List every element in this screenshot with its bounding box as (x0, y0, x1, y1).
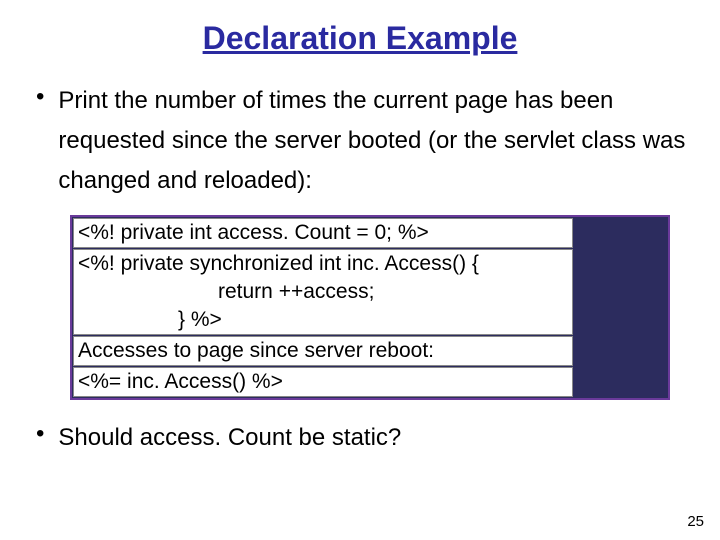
code-text: <%! private synchronized int inc. Access… (78, 252, 479, 275)
bullet-text-1: Print the number of times the current pa… (58, 81, 690, 201)
slide-title: Declaration Example (30, 20, 690, 57)
bullet-text-2: Should access. Count be static? (58, 418, 401, 458)
bullet-item-2: • Should access. Count be static? (30, 418, 690, 458)
code-block: <%! private int access. Count = 0; %> <%… (70, 215, 670, 400)
code-line: <%= inc. Access() %> (73, 367, 573, 397)
bullet-dot-icon: • (36, 81, 44, 113)
code-text: } %> (78, 306, 568, 334)
slide-container: Declaration Example • Print the number o… (0, 0, 720, 540)
code-line: <%! private synchronized int inc. Access… (73, 249, 573, 335)
bullet-item-1: • Print the number of times the current … (30, 81, 690, 201)
page-number: 25 (687, 513, 704, 530)
code-text: return ++access; (78, 278, 568, 306)
bullet-dot-icon: • (36, 418, 44, 450)
code-line: Accesses to page since server reboot: (73, 336, 573, 366)
code-line: <%! private int access. Count = 0; %> (73, 218, 573, 248)
